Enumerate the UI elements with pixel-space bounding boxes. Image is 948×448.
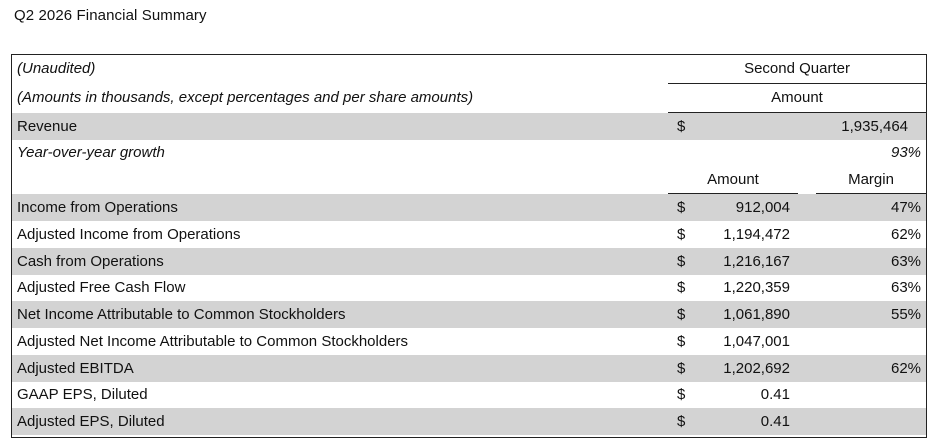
row-amount: 1,061,890 — [698, 301, 798, 328]
row-currency: $ — [668, 301, 698, 328]
revenue-amount: 1,935,464 — [698, 112, 927, 140]
table-row: Adjusted EBITDA $ 1,202,692 62% — [12, 355, 927, 382]
page-title: Q2 2026 Financial Summary — [14, 7, 207, 24]
row-currency: $ — [668, 408, 698, 435]
amount-top-header: Amount — [668, 83, 927, 113]
row-label: Net Income Attributable to Common Stockh… — [12, 301, 668, 328]
row-currency: $ — [677, 386, 686, 403]
subheader-row: Amount Margin — [12, 166, 927, 194]
row-amount: 1,047,001 — [723, 333, 790, 350]
row-currency: $ — [677, 333, 686, 350]
unaudited-label: (Unaudited) — [17, 60, 96, 78]
row-currency: $ — [677, 279, 686, 296]
table-row: Adjusted EPS, Diluted $ 0.41 — [12, 408, 927, 435]
table-row: Adjusted Income from Operations $ 1,194,… — [12, 221, 926, 248]
row-margin — [816, 328, 926, 355]
row-currency: $ — [668, 193, 698, 221]
row-currency: $ — [677, 226, 686, 243]
row-margin — [816, 382, 926, 408]
row-margin: 55% — [816, 301, 927, 328]
row-margin: 62% — [891, 226, 922, 243]
row-label: GAAP EPS, Diluted — [17, 386, 148, 403]
row-label: Adjusted Income from Operations — [17, 226, 241, 243]
row-label: Adjusted Free Cash Flow — [17, 279, 186, 296]
row-amount: 0.41 — [760, 386, 790, 403]
row-margin: 63% — [891, 279, 922, 296]
table-row: Income from Operations $ 912,004 47% — [12, 193, 927, 221]
revenue-label: Revenue — [12, 112, 668, 140]
row-amount: 1,216,167 — [698, 248, 798, 275]
table-row: GAAP EPS, Diluted $ 0.41 — [12, 382, 926, 408]
row-margin: 47% — [816, 193, 927, 221]
table-row: Net Income Attributable to Common Stockh… — [12, 301, 927, 328]
row-amount: 1,220,359 — [723, 279, 790, 296]
row-label: Adjusted EBITDA — [12, 355, 668, 382]
growth-label: Year-over-year growth — [17, 144, 165, 161]
revenue-currency: $ — [668, 112, 698, 140]
row-amount: 1,194,472 — [723, 226, 790, 243]
financial-summary-table: (Unaudited) Second Quarter (Amounts in t… — [11, 54, 927, 438]
row-currency: $ — [668, 355, 698, 382]
header-row-period: (Unaudited) Second Quarter — [12, 55, 927, 84]
header-row-units: (Amounts in thousands, except percentage… — [12, 83, 927, 113]
row-currency: $ — [668, 248, 698, 275]
amount-column-header: Amount — [668, 166, 798, 194]
table-row: Adjusted Free Cash Flow $ 1,220,359 63% — [12, 275, 926, 301]
period-header: Second Quarter — [668, 55, 927, 84]
row-margin: 62% — [816, 355, 927, 382]
growth-row: Year-over-year growth 93% — [12, 140, 926, 166]
units-note: (Amounts in thousands, except percentage… — [17, 89, 474, 106]
table-row: Adjusted Net Income Attributable to Comm… — [12, 328, 926, 355]
margin-column-header: Margin — [816, 166, 927, 194]
growth-value: 93% — [891, 144, 922, 161]
row-amount: 1,202,692 — [698, 355, 798, 382]
row-label: Cash from Operations — [12, 248, 668, 275]
table-row: Cash from Operations $ 1,216,167 63% — [12, 248, 927, 275]
row-amount: 0.41 — [698, 408, 798, 435]
row-label: Income from Operations — [12, 193, 668, 221]
revenue-row: Revenue $ 1,935,464 — [12, 112, 927, 140]
row-label: Adjusted EPS, Diluted — [12, 408, 668, 435]
row-label: Adjusted Net Income Attributable to Comm… — [17, 333, 409, 350]
row-margin — [816, 408, 927, 435]
row-amount: 912,004 — [698, 193, 798, 221]
summary-table-grid: (Unaudited) Second Quarter (Amounts in t… — [12, 55, 927, 435]
row-margin: 63% — [816, 248, 927, 275]
